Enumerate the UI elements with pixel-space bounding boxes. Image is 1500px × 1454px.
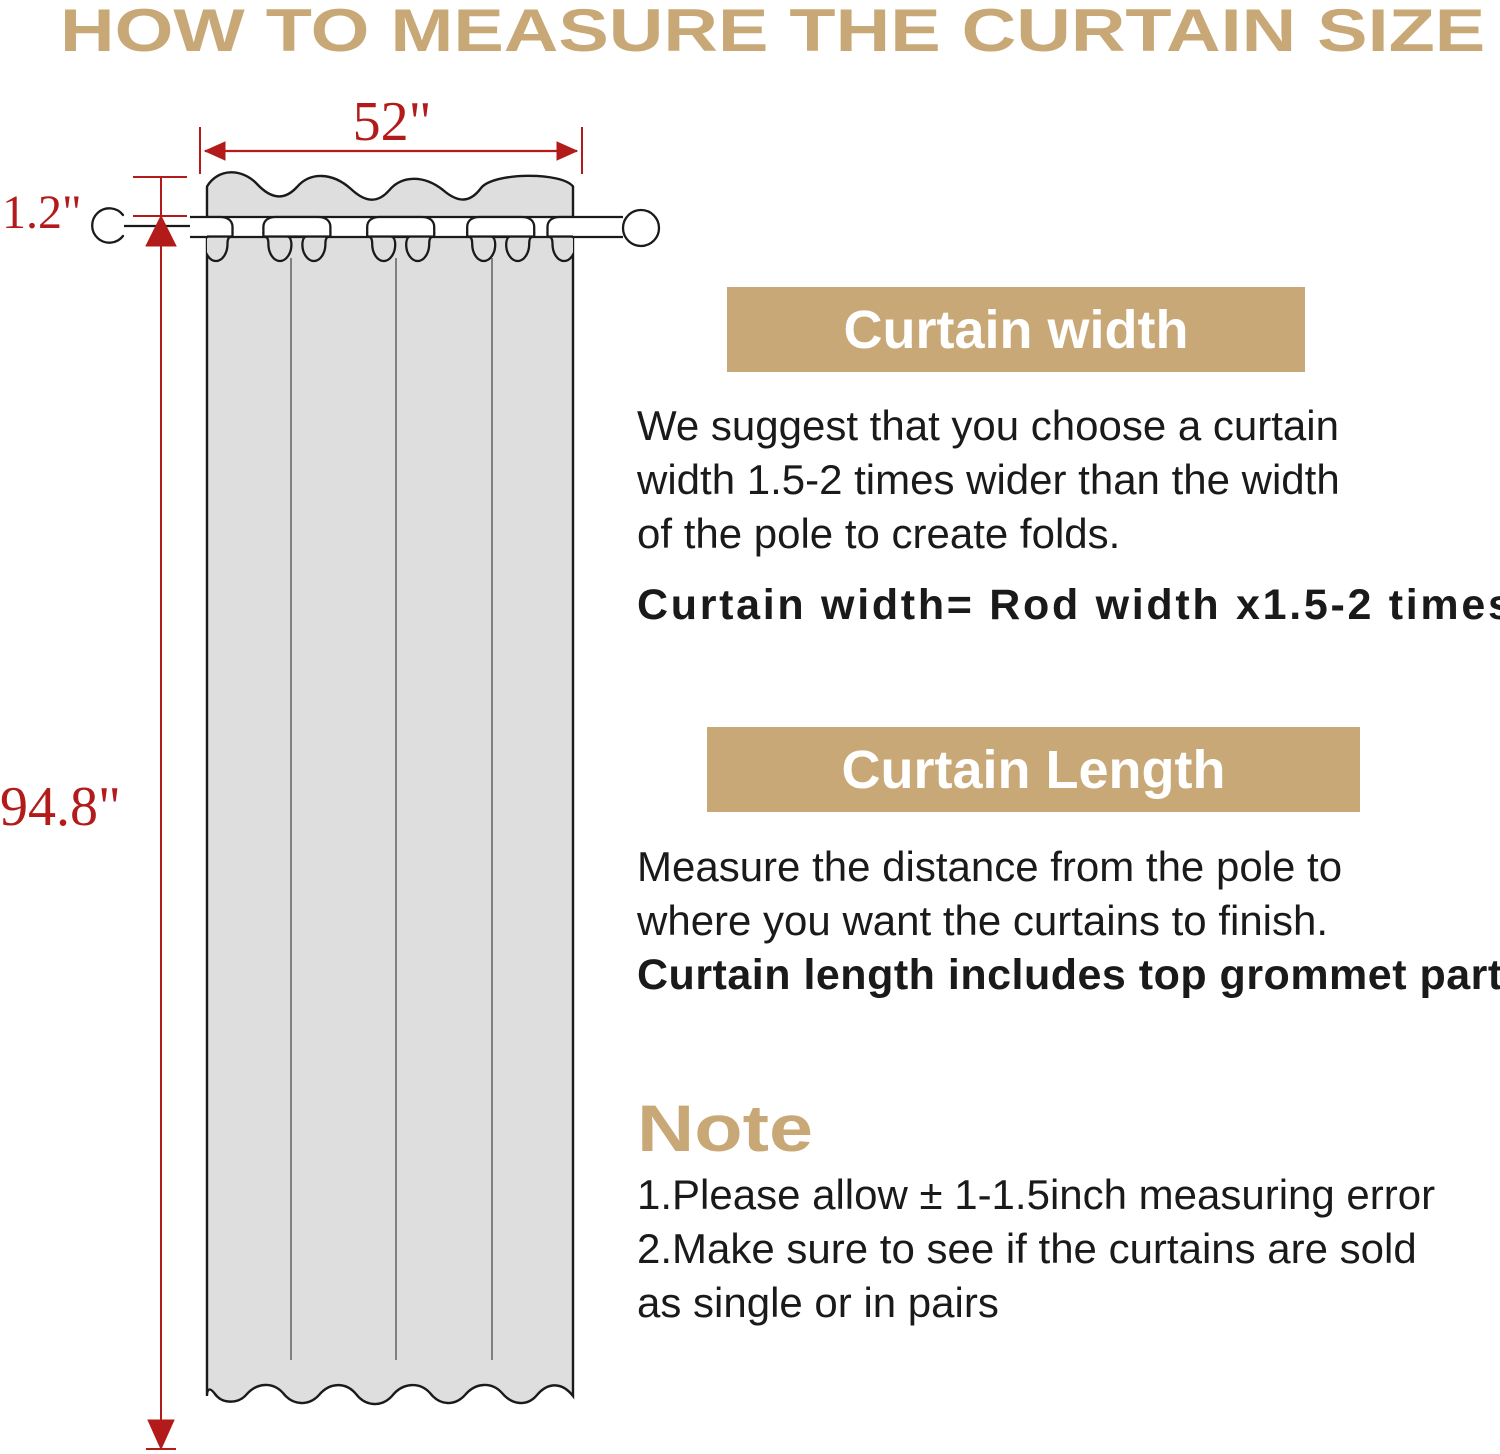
svg-text:94.8": 94.8"	[0, 776, 121, 838]
svg-text:1.2": 1.2"	[2, 186, 82, 239]
svg-text:52": 52"	[353, 91, 432, 153]
